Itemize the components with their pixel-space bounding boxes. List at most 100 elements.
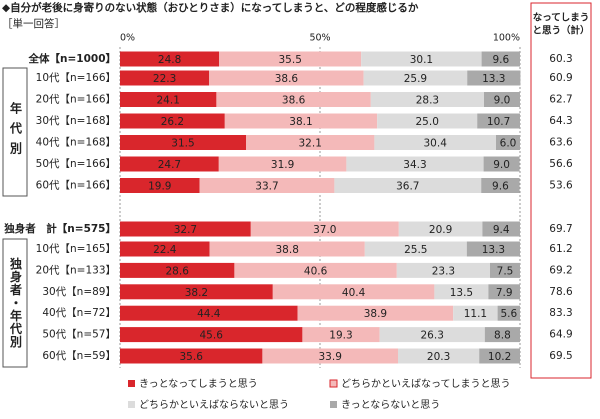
y-tick-label: 40代【n=168】 bbox=[36, 137, 116, 149]
data-label: 36.7 bbox=[396, 181, 419, 193]
y-tick-label: 全体【n=1000】 bbox=[28, 52, 117, 65]
legend-label: きっとならないと思う bbox=[341, 399, 440, 411]
bar-segment bbox=[120, 156, 219, 172]
data-label: 24.1 bbox=[157, 95, 180, 107]
data-label: 9.6 bbox=[492, 181, 509, 193]
bar-segment bbox=[379, 327, 485, 343]
bar-segment bbox=[346, 156, 484, 172]
data-label: 19.9 bbox=[148, 181, 171, 193]
bar-segment bbox=[120, 51, 220, 67]
total-value: 69.2 bbox=[549, 264, 572, 276]
data-label: 20.3 bbox=[427, 351, 450, 363]
bar-segment bbox=[234, 262, 397, 278]
group-box bbox=[2, 238, 28, 368]
total-value: 53.6 bbox=[549, 180, 573, 192]
data-label: 31.5 bbox=[171, 138, 194, 150]
data-label: 33.9 bbox=[319, 351, 342, 363]
bar-segment bbox=[272, 284, 435, 300]
y-tick-label: 10代【n=166】 bbox=[36, 72, 116, 84]
total-value: 69.7 bbox=[549, 223, 572, 235]
bar-segment bbox=[120, 305, 298, 321]
bar-segment bbox=[120, 135, 246, 150]
data-label: 7.9 bbox=[496, 287, 513, 299]
bar-segment bbox=[484, 327, 520, 343]
bar-segment bbox=[199, 178, 335, 193]
legend-swatch bbox=[330, 401, 337, 408]
bar-segment bbox=[481, 51, 520, 67]
y-tick-label: 50代【n=166】 bbox=[36, 158, 116, 170]
y-tick-label: 40代【n=72】 bbox=[42, 307, 116, 319]
data-label: 26.2 bbox=[161, 116, 184, 128]
data-label: 19.3 bbox=[329, 330, 352, 342]
bar-segment bbox=[374, 135, 496, 150]
bar-segment bbox=[497, 305, 520, 321]
data-label: 24.7 bbox=[158, 159, 181, 171]
legend-swatch bbox=[128, 380, 135, 387]
data-label: 44.4 bbox=[197, 308, 221, 320]
data-label: 35.5 bbox=[279, 54, 302, 66]
data-label: 28.3 bbox=[416, 95, 439, 107]
bar-segment bbox=[120, 241, 210, 257]
bar-segment bbox=[120, 221, 251, 237]
data-label: 5.6 bbox=[500, 308, 517, 320]
legend-swatch bbox=[128, 401, 135, 408]
y-tick-label: 独身者 計【n=575】 bbox=[3, 222, 116, 235]
total-header: と思う（計） bbox=[532, 25, 589, 37]
data-label: 38.1 bbox=[289, 116, 312, 128]
data-label: 33.7 bbox=[255, 181, 278, 193]
total-value: 56.6 bbox=[549, 158, 573, 170]
x-tick-label: 100% bbox=[493, 33, 520, 44]
bar-segment bbox=[466, 241, 520, 257]
data-label: 28.6 bbox=[166, 265, 190, 277]
bar-segment bbox=[120, 178, 200, 193]
total-value: 60.3 bbox=[549, 53, 572, 65]
bar-segment bbox=[363, 70, 468, 86]
total-value: 83.3 bbox=[549, 307, 572, 319]
data-label: 10.7 bbox=[487, 116, 510, 128]
data-label: 45.6 bbox=[200, 330, 224, 342]
bar-segment bbox=[120, 262, 235, 278]
total-value: 64.3 bbox=[549, 115, 572, 127]
bar-segment bbox=[361, 51, 482, 67]
bar-segment bbox=[484, 92, 520, 107]
data-label: 31.9 bbox=[271, 159, 294, 171]
bar-segment bbox=[250, 221, 399, 237]
bar-segment bbox=[302, 327, 380, 343]
bar-segment bbox=[482, 221, 520, 237]
data-label: 30.4 bbox=[424, 138, 448, 150]
total-value: 63.6 bbox=[549, 137, 573, 149]
data-label: 6.0 bbox=[500, 138, 517, 150]
bar-segment bbox=[334, 178, 482, 193]
chart-title: ◆自分が老後に身寄りのない状態（おひとりさま）になってしまうと、どの程度感じるか bbox=[2, 1, 419, 14]
group-box bbox=[2, 67, 28, 197]
bar-segment bbox=[434, 284, 489, 300]
data-label: 9.4 bbox=[493, 224, 510, 236]
total-value: 61.2 bbox=[549, 243, 572, 255]
total-value: 64.9 bbox=[549, 329, 572, 341]
data-label: 38.9 bbox=[364, 308, 387, 320]
data-label: 10.2 bbox=[488, 351, 511, 363]
data-label: 32.1 bbox=[299, 138, 322, 150]
data-label: 23.3 bbox=[432, 265, 455, 277]
y-tick-label: 60代【n=166】 bbox=[36, 180, 116, 192]
legend-swatch bbox=[329, 379, 338, 388]
bar-segment bbox=[120, 92, 217, 107]
total-header: なってしまう bbox=[533, 12, 590, 24]
bar-segment bbox=[262, 348, 398, 364]
bar-segment bbox=[370, 92, 484, 107]
bar-segment bbox=[396, 262, 490, 278]
total-box bbox=[530, 2, 592, 379]
bar-segment bbox=[490, 262, 520, 278]
bar-segment bbox=[120, 70, 210, 86]
bar-segment bbox=[120, 284, 273, 300]
bar-segment bbox=[364, 241, 467, 257]
y-tick-label: 30代【n=168】 bbox=[36, 115, 116, 127]
total-value: 62.7 bbox=[549, 94, 572, 106]
bar-segment bbox=[246, 135, 375, 150]
group-label: 独身者・年代別 bbox=[9, 256, 23, 348]
data-label: 9.6 bbox=[492, 54, 509, 66]
data-label: 20.9 bbox=[429, 224, 452, 236]
x-tick-label: 0% bbox=[120, 33, 135, 44]
data-label: 13.5 bbox=[450, 287, 473, 299]
